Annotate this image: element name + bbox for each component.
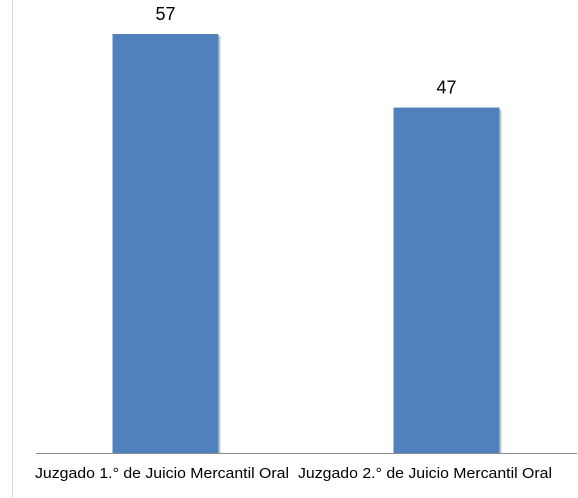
x-tick-label-group: Juzgado 1.° de Juicio Mercantil Oral Juzg… <box>35 465 552 482</box>
bar-group <box>112 34 502 454</box>
x-tick-label-1: Juzgado 1.° de Juicio Mercantil Oral <box>35 465 289 482</box>
bar-1 <box>112 34 219 454</box>
data-label-1: 57 <box>155 4 175 24</box>
bar-2 <box>393 107 500 454</box>
data-label-2: 47 <box>436 78 456 98</box>
data-label-group: 57 47 <box>155 4 456 98</box>
x-tick-label-2: Juzgado 2.° de Juicio Mercantil Oral <box>298 465 552 482</box>
